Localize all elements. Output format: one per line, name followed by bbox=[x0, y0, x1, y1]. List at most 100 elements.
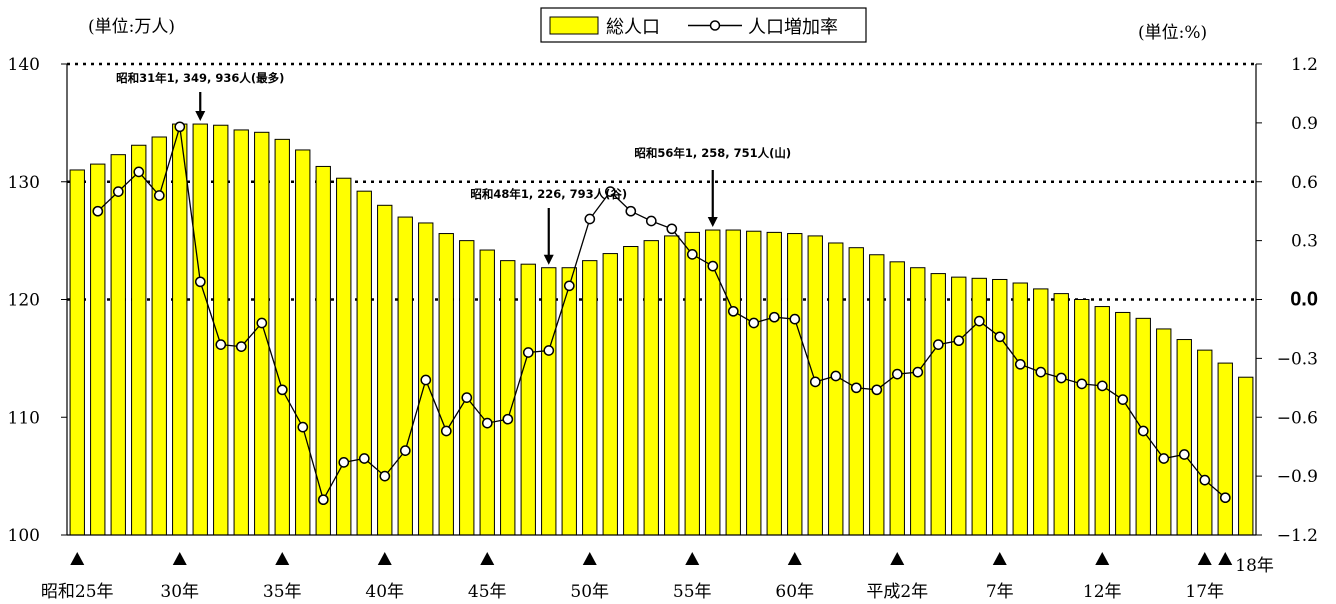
annotation-label: 昭和31年1, 349, 936人(最多) bbox=[116, 71, 284, 85]
bar bbox=[1074, 299, 1090, 536]
bar bbox=[1115, 311, 1131, 536]
growth-rate-point bbox=[1117, 394, 1129, 405]
x-tick-label: 45年 bbox=[468, 582, 507, 602]
bar bbox=[582, 260, 598, 536]
growth-rate-point bbox=[92, 205, 104, 217]
x-tick-label: 7年 bbox=[986, 582, 1014, 602]
bar bbox=[459, 240, 475, 536]
growth-rate-point bbox=[727, 305, 739, 317]
growth-rate-point bbox=[830, 370, 842, 382]
legend-bar-label: 総人口 bbox=[606, 17, 660, 38]
left-tick-label: 100 bbox=[8, 526, 40, 546]
bar bbox=[1176, 339, 1192, 536]
right-tick-label: −1.2 bbox=[1277, 526, 1318, 546]
growth-rate-point bbox=[625, 205, 637, 217]
growth-rate-point bbox=[174, 121, 186, 133]
left-tick-label: 140 bbox=[8, 55, 40, 75]
growth-rate-point bbox=[358, 453, 370, 464]
bar bbox=[110, 154, 126, 536]
growth-rate-point bbox=[235, 341, 247, 352]
growth-rate-point bbox=[850, 382, 862, 394]
bar bbox=[787, 233, 803, 536]
year-marker-triangle bbox=[582, 552, 597, 565]
bar bbox=[500, 260, 516, 536]
growth-rate-point bbox=[1158, 453, 1170, 464]
right-unit-label: (単位:%) bbox=[1138, 23, 1207, 43]
year-marker-triangle bbox=[377, 552, 392, 565]
bar bbox=[356, 190, 372, 536]
x-tick-label: 昭和25年 bbox=[41, 582, 114, 602]
growth-rate-point bbox=[153, 190, 165, 201]
right-tick-label: 0.6 bbox=[1291, 173, 1318, 193]
year-marker-triangle bbox=[685, 552, 700, 565]
legend: 総人口 人口増加率 bbox=[540, 7, 867, 43]
bar bbox=[992, 278, 1008, 536]
year-marker-triangle bbox=[70, 552, 85, 565]
bar bbox=[602, 253, 618, 536]
bar bbox=[951, 276, 967, 536]
left-tick-label: 120 bbox=[8, 291, 40, 311]
growth-rate-point bbox=[604, 186, 616, 197]
year-marker-triangle bbox=[480, 552, 495, 565]
growth-rate-point bbox=[461, 392, 473, 403]
bar bbox=[561, 267, 577, 536]
growth-rate-point bbox=[645, 215, 657, 227]
growth-rate-point bbox=[1096, 380, 1108, 392]
tick-labels: 100 110 120 130 140 −1.2 −0.9 −0.6 −0.3 0.0 0.3 0.6… bbox=[8, 55, 1318, 602]
growth-rate-point bbox=[481, 417, 493, 429]
annotation-label: 昭和48年1, 226, 793人(谷) bbox=[470, 187, 627, 201]
bar bbox=[69, 169, 85, 536]
year-marker-triangle bbox=[890, 552, 905, 565]
bar bbox=[172, 123, 188, 536]
bar bbox=[295, 149, 311, 536]
left-tick-label: 110 bbox=[8, 408, 40, 428]
growth-rate-point bbox=[297, 421, 309, 433]
growth-rate-point bbox=[1219, 492, 1231, 504]
bar bbox=[1197, 349, 1213, 536]
growth-rate-point bbox=[256, 317, 268, 329]
bar bbox=[910, 267, 926, 536]
x-tick-label: 40年 bbox=[365, 582, 404, 602]
bar bbox=[1033, 288, 1049, 536]
axes bbox=[61, 63, 1262, 565]
bar bbox=[1094, 306, 1110, 536]
bar bbox=[254, 131, 270, 536]
growth-rate-point bbox=[973, 315, 985, 327]
x-tick-label: 30年 bbox=[160, 582, 199, 602]
bar bbox=[377, 204, 393, 536]
growth-rate-point bbox=[543, 345, 555, 356]
bar bbox=[1012, 282, 1028, 536]
right-tick-label: −0.3 bbox=[1277, 349, 1318, 369]
growth-rate-point bbox=[420, 374, 432, 386]
growth-rate-point bbox=[912, 366, 924, 378]
legend-line-label: 人口増加率 bbox=[748, 17, 838, 38]
bar bbox=[336, 177, 352, 536]
growth-rate-point bbox=[133, 166, 145, 178]
growth-rate-point bbox=[666, 223, 678, 235]
growth-rate-point bbox=[522, 347, 534, 358]
x-tick-label: 50年 bbox=[570, 582, 609, 602]
bar bbox=[684, 231, 700, 536]
growth-rate-point bbox=[317, 494, 329, 506]
annotation-arrow-head bbox=[543, 254, 554, 265]
growth-rate-point bbox=[379, 470, 391, 482]
growth-rate-point bbox=[1035, 366, 1047, 378]
growth-rate-point bbox=[584, 213, 596, 225]
x-tick-label: 18年 bbox=[1235, 556, 1274, 576]
growth-rate-point bbox=[502, 413, 514, 425]
bar bbox=[643, 240, 659, 536]
year-marker-triangle bbox=[1095, 552, 1110, 565]
bar bbox=[664, 235, 680, 536]
growth-rate-point bbox=[112, 186, 124, 197]
right-tick-label: −0.6 bbox=[1277, 408, 1318, 428]
growth-rate-point bbox=[194, 276, 206, 288]
left-unit-label: (単位:万人) bbox=[88, 17, 175, 37]
bar bbox=[479, 249, 495, 536]
growth-rate-point bbox=[809, 376, 821, 388]
bar bbox=[541, 267, 557, 536]
annotation-arrow-head bbox=[195, 111, 206, 122]
legend-marker-swatch bbox=[709, 20, 721, 31]
bar bbox=[623, 246, 639, 536]
growth-rate-point bbox=[1014, 358, 1026, 370]
